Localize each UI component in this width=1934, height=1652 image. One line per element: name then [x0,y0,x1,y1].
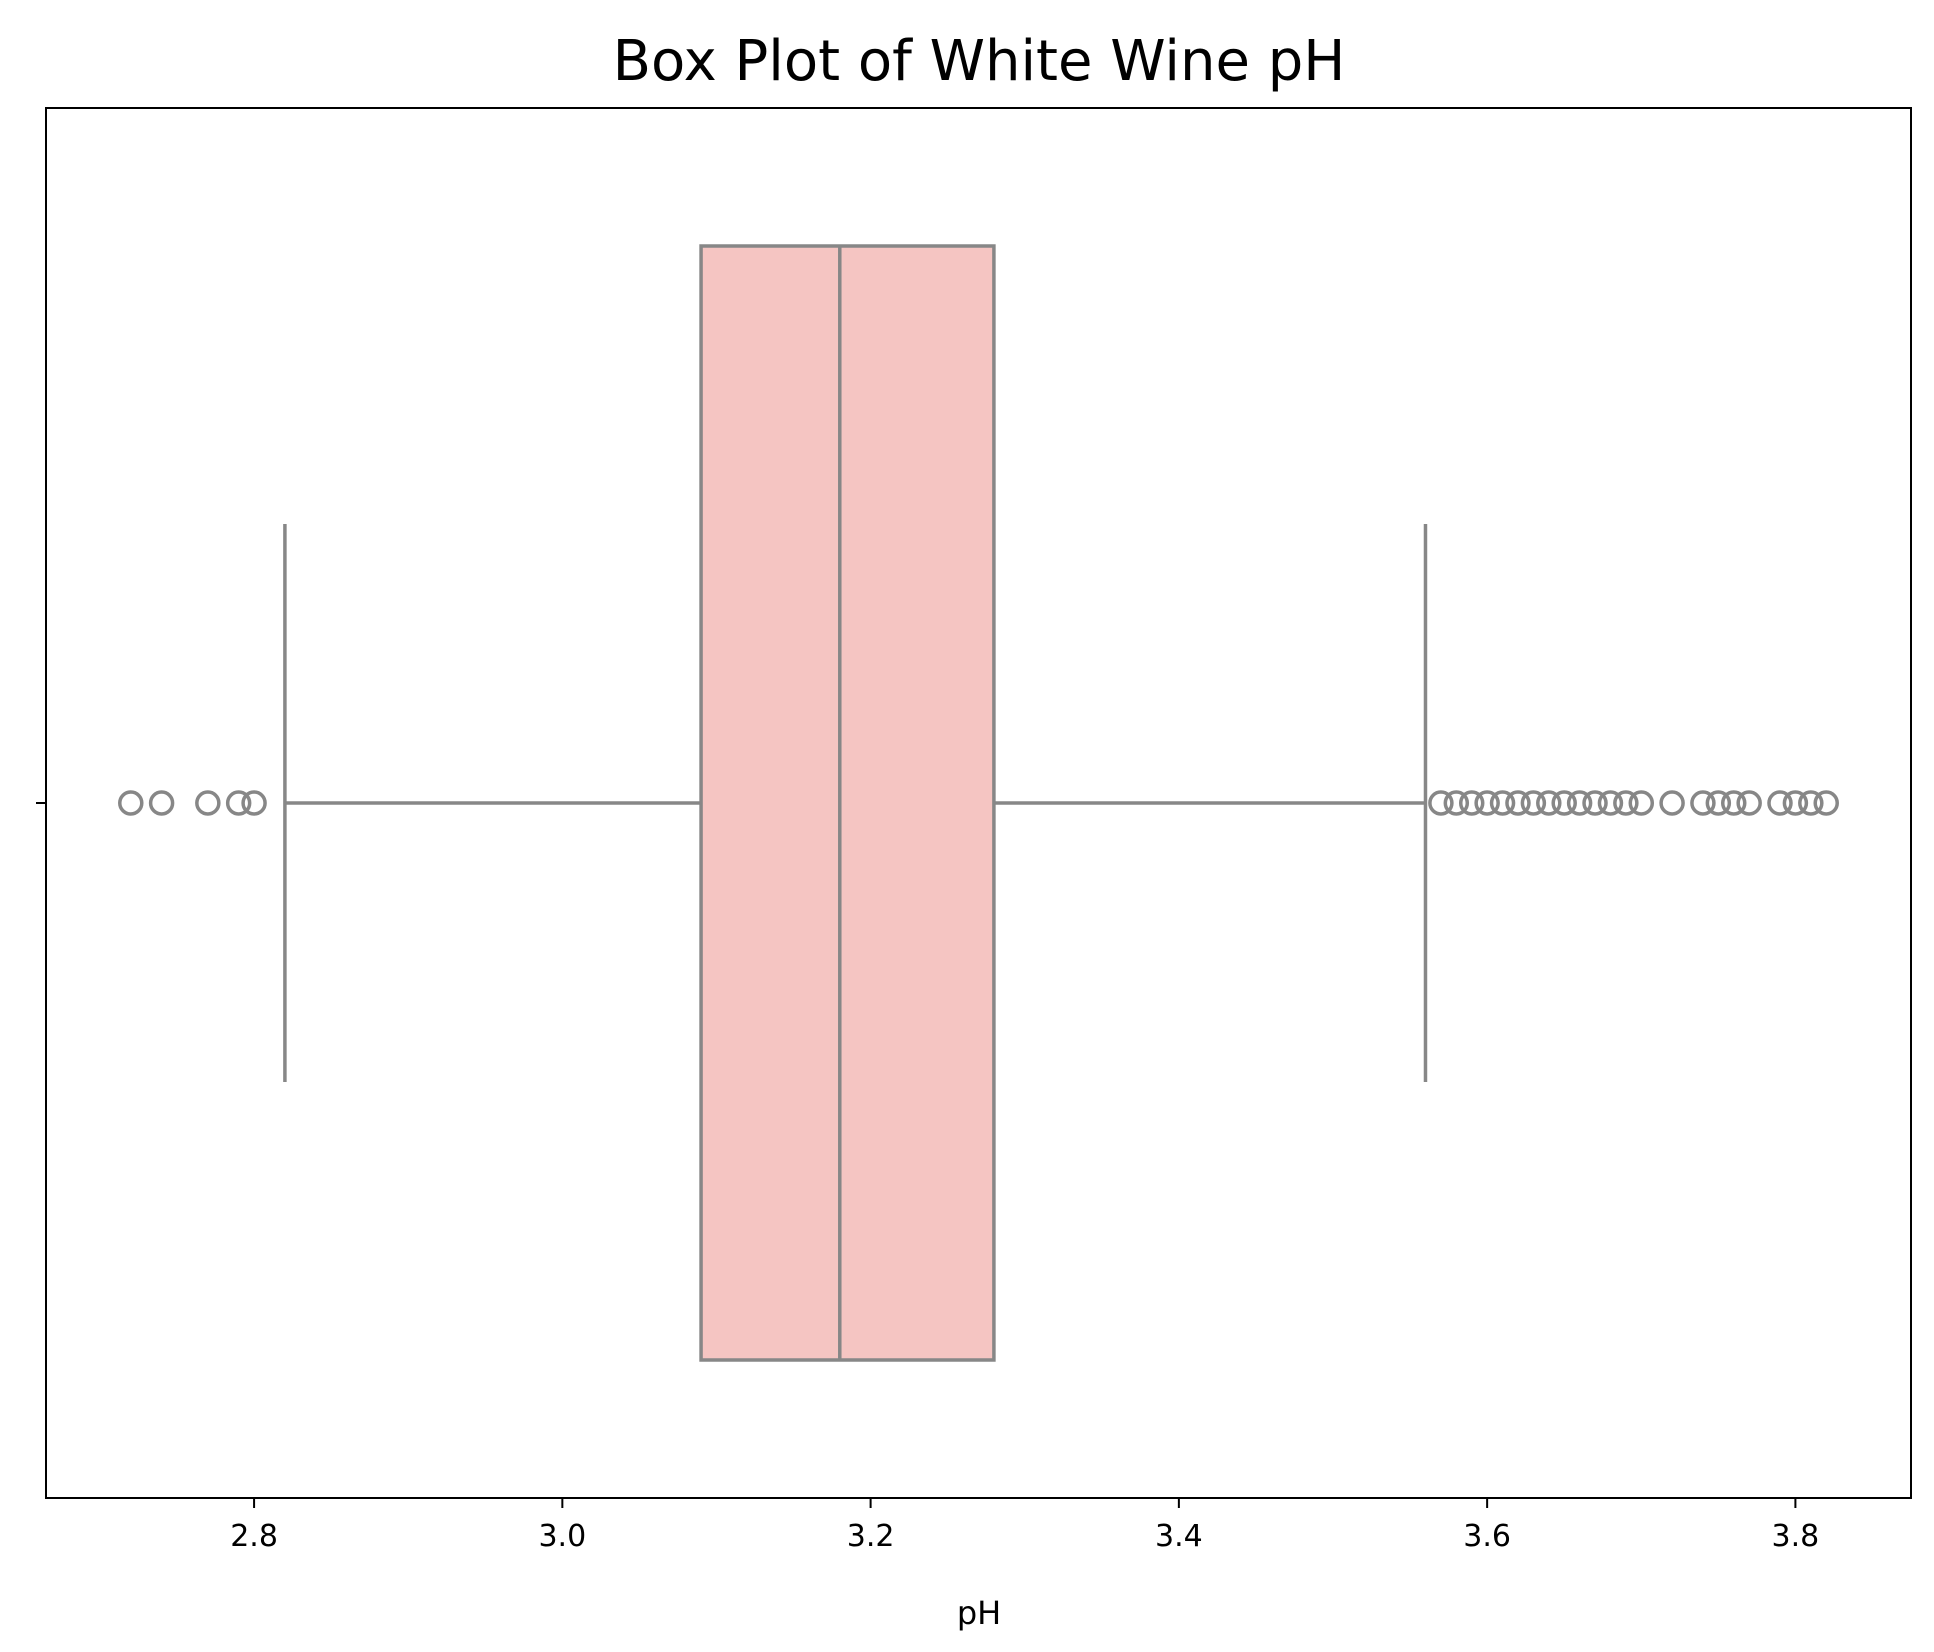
x-tick-label: 3.4 [1155,1519,1203,1554]
outlier-point [1582,790,1608,816]
outlier-point [1720,790,1747,816]
x-axis-label: pH [957,1594,1001,1632]
outlier-point [1736,790,1762,816]
plot-area [118,244,1839,1362]
axes-frame [45,107,1912,1499]
x-tick-label: 2.8 [230,1519,278,1554]
outlier-point [1767,790,1793,816]
outlier-point [1536,790,1562,816]
x-tick-label: 3.8 [1772,1519,1820,1554]
outlier-point [1566,790,1593,816]
outlier-point [1551,790,1577,816]
outlier-point [1428,790,1454,816]
outlier-point [148,790,175,816]
outlier-point [1798,790,1824,816]
outlier-point [1705,790,1732,816]
outlier-point [1458,790,1485,816]
outlier-point [1628,790,1655,816]
outlier-point [118,790,144,816]
outlier-point [241,790,267,816]
x-tick-label: 3.0 [538,1519,586,1554]
x-tick-label: 3.6 [1463,1519,1511,1554]
outlier-point [225,790,252,816]
outlier-point [195,790,221,816]
outlier-point [1659,790,1685,816]
outlier-point [1474,790,1500,816]
x-tick-label: 3.2 [847,1519,895,1554]
x-axis-ticks: 2.8 3.0 3.2 3.4 3.6 3.8 [36,802,1820,1554]
chart-title: Box Plot of White Wine pH [613,29,1346,94]
outlier-point [1597,790,1624,816]
outlier-point [1782,790,1809,816]
outlier-point [1813,790,1839,816]
outlier-point [1520,790,1547,816]
outlier-point [1690,790,1716,816]
iqr-box [699,244,996,1362]
outlier-point [1505,790,1531,816]
outlier-point [1489,790,1516,816]
outlier-point [1613,790,1639,816]
outlier-point [1443,790,1470,816]
